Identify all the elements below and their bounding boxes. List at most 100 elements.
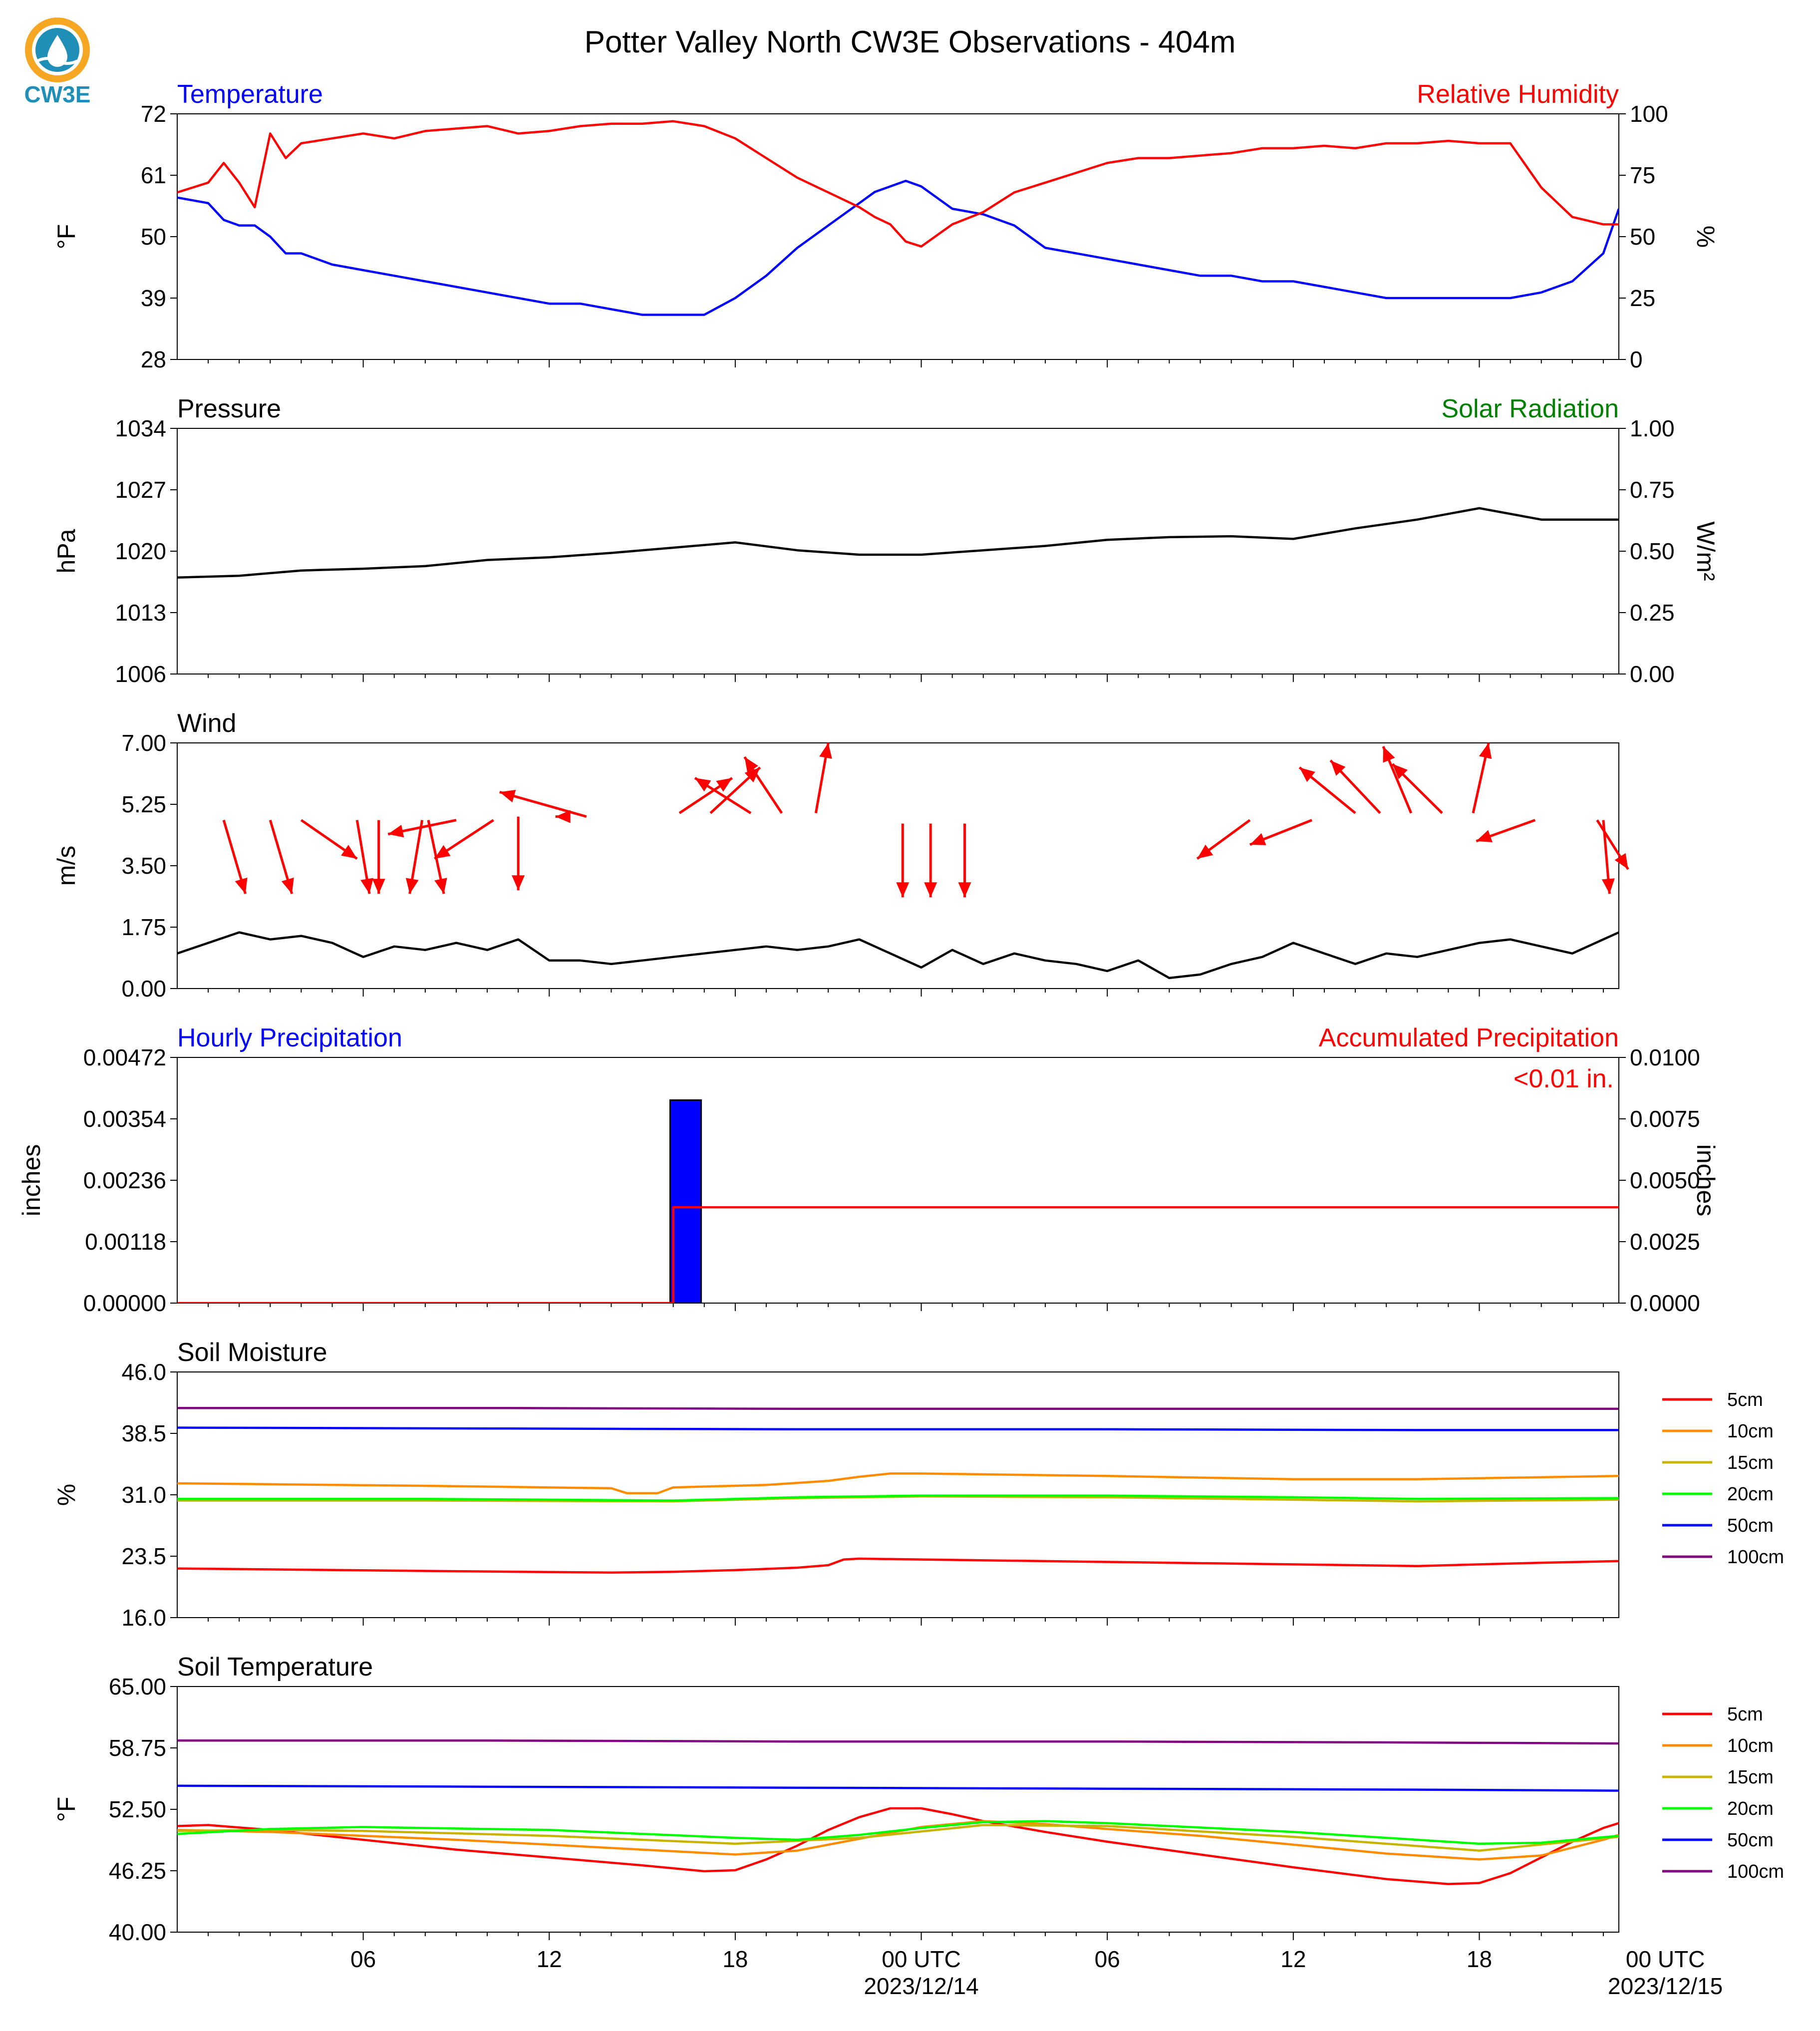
xtick-label: 12 — [537, 1946, 562, 1972]
wind-arrow-head — [1383, 746, 1395, 763]
ytick-label-left: 0.00354 — [83, 1106, 166, 1132]
ytick-label-right: 100 — [1630, 101, 1668, 127]
series-line-0 — [177, 1206, 1619, 1303]
y-axis-label-right: W/m² — [1692, 521, 1720, 581]
xtick-label: 00 UTC — [1626, 1946, 1705, 1972]
series-line-20cm — [177, 1820, 1619, 1845]
ytick-label-left: 0.00236 — [83, 1167, 166, 1193]
wind-arrow-head — [512, 875, 525, 891]
series-line-100cm — [177, 1739, 1619, 1745]
ytick-label-right: 0.0100 — [1630, 1044, 1700, 1070]
panel-title-right: Relative Humidity — [1417, 80, 1619, 109]
y-axis-label-left: °F — [52, 224, 80, 250]
wind-arrow-head — [1299, 767, 1315, 782]
series-line-10cm — [177, 1472, 1619, 1494]
xtick-label: 18 — [1467, 1946, 1492, 1972]
panel-wind: Wind 0.00 1.75 3.50 5.25 7.00 m/s — [52, 709, 1629, 1002]
legend-entry-10cm: 10cm — [1727, 1735, 1774, 1756]
plot-frame — [177, 742, 1619, 989]
xtick-label: 18 — [722, 1946, 748, 1972]
wind-arrow-head — [434, 845, 451, 859]
series-line-5cm — [177, 1557, 1619, 1574]
logo-wave-icon — [36, 57, 78, 65]
ytick-label-left: 39 — [141, 285, 166, 311]
ytick-label-right: 0.0075 — [1630, 1106, 1700, 1132]
ytick-label-right: 75 — [1630, 162, 1655, 188]
ytick-label-left: 1034 — [115, 415, 166, 441]
ytick-label-left: 52.50 — [109, 1796, 166, 1822]
wind-arrow-head — [819, 743, 832, 759]
y-axis-label-left: hPa — [52, 529, 80, 573]
ytick-label-left: 1027 — [115, 477, 166, 503]
ytick-label-left: 50 — [141, 224, 166, 250]
ytick-label-left: 5.25 — [121, 791, 166, 817]
legend-entry-15cm: 15cm — [1727, 1452, 1774, 1473]
logo-ring — [25, 17, 90, 82]
wind-arrow-head — [744, 767, 760, 783]
wind-arrow-head — [1614, 853, 1628, 870]
xtick-label: 00 UTC — [882, 1946, 960, 1972]
wind-arrow-head — [1479, 743, 1492, 759]
ytick-label-left: 40.00 — [109, 1919, 166, 1945]
wind-arrow-head — [388, 824, 404, 838]
ytick-label-left: 46.0 — [121, 1359, 166, 1385]
xtick-label: 06 — [1095, 1946, 1120, 1972]
panel-precip: Hourly Precipitation Accumulated Precipit… — [17, 1023, 1720, 1316]
ytick-label-right: 0.0025 — [1630, 1229, 1700, 1255]
wind-arrow-head — [716, 778, 732, 792]
ytick-label-right: 25 — [1630, 285, 1655, 311]
wind-arrow-head — [1197, 844, 1213, 859]
legend-entry-20cm: 20cm — [1727, 1798, 1774, 1819]
xtick-label: 2023/12/15 — [1608, 1973, 1723, 1999]
wind-arrow-head — [405, 878, 419, 894]
panel-temp_rh: Temperature Relative Humidity 28 39 50 61 72 0 2… — [52, 80, 1720, 372]
series-line-100cm — [177, 1406, 1619, 1410]
plot-frame — [177, 113, 1619, 360]
ytick-label-left: 0.00472 — [83, 1044, 166, 1070]
ytick-label-left: 65.00 — [109, 1674, 166, 1699]
y-axis-label-left: °F — [52, 1797, 80, 1822]
panel-soil_temperature: Soil Temperature 40.00 46.25 52.50 58.75 65.0… — [52, 1653, 1784, 1945]
wind-arrow-head — [1476, 830, 1493, 842]
ytick-label-right: 0.0050 — [1630, 1167, 1700, 1193]
ytick-label-right: 0.75 — [1630, 477, 1675, 503]
ytick-label-left: 0.00000 — [83, 1290, 166, 1316]
wind-arrow-shaft — [499, 790, 587, 818]
y-axis-label-left: % — [52, 1484, 80, 1506]
ytick-label-right: 0.25 — [1630, 600, 1675, 626]
plot-area — [177, 120, 1619, 316]
panel-title-left: Wind — [177, 709, 236, 738]
cw3e-logo: CW3E — [24, 17, 91, 107]
ytick-label-left: 58.75 — [109, 1735, 166, 1761]
series-line-20cm — [177, 1494, 1619, 1502]
chart-title: Potter Valley North CW3E Observations - … — [585, 25, 1236, 59]
ytick-label-right: 0 — [1630, 346, 1643, 372]
legend: 5cm 10cm 15cm 20cm 50cm 100cm — [1662, 1704, 1784, 1882]
logo-text: CW3E — [24, 81, 91, 107]
ytick-label-right: 1.00 — [1630, 415, 1675, 441]
ytick-label-right: 0.50 — [1630, 538, 1675, 564]
plot-frame — [177, 428, 1619, 675]
wind-arrow-head — [1601, 878, 1615, 894]
wind-arrow-head — [281, 877, 294, 894]
ytick-label-left: 7.00 — [121, 730, 166, 756]
plot-area — [177, 507, 1619, 579]
y-axis-label-left: inches — [17, 1144, 45, 1217]
series-line-50cm — [177, 1426, 1619, 1431]
wind-arrow-head — [341, 845, 357, 859]
wind-arrow-head — [235, 877, 248, 894]
legend-entry-15cm: 15cm — [1727, 1767, 1774, 1788]
ytick-label-left: 72 — [141, 101, 166, 127]
ytick-label-right: 0.0000 — [1630, 1290, 1700, 1316]
wind-arrow-head — [1330, 760, 1346, 776]
ytick-label-left: 0.00 — [121, 976, 166, 1002]
xtick-label: 12 — [1280, 1946, 1306, 1972]
series-line-0 — [177, 931, 1619, 980]
panels: Temperature Relative Humidity 28 39 50 61 72 0 2… — [17, 80, 1784, 1945]
wind-arrow-head — [896, 882, 910, 898]
panel-title-left: Hourly Precipitation — [177, 1023, 402, 1052]
ytick-label-left: 16.0 — [121, 1605, 166, 1631]
ytick-label-left: 1006 — [115, 661, 166, 687]
series-line-0 — [177, 179, 1619, 316]
